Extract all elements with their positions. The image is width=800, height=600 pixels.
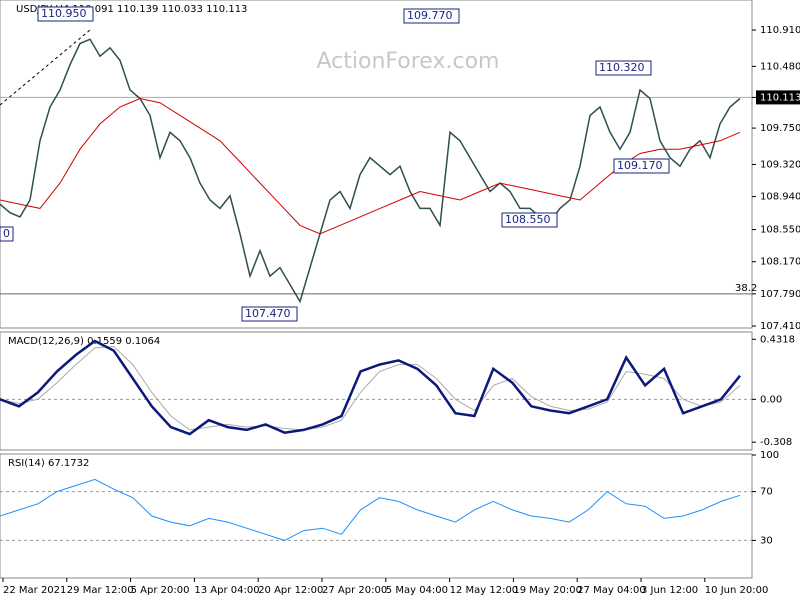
x-tick-label: 20 Apr 12:00 <box>258 585 323 596</box>
fib-label: 38.2 <box>735 283 757 294</box>
watermark: ActionForex.com <box>317 49 500 74</box>
annotation-box <box>241 306 298 322</box>
y-tick-label: 70 <box>760 487 773 498</box>
annotation-label: 0 <box>3 227 10 240</box>
annotation-box <box>501 212 558 228</box>
annotation-label: 110.950 <box>41 7 87 20</box>
x-tick-label: 27 Apr 20:00 <box>322 585 387 596</box>
y-tick-label: -0.308 <box>760 437 792 448</box>
y-tick-label: 107.410 <box>760 321 800 332</box>
annotation-box <box>403 8 460 24</box>
annotation-box <box>595 60 652 76</box>
trend-line <box>0 29 91 106</box>
x-tick-label: 5 Apr 20:00 <box>131 585 190 596</box>
macd-panel <box>0 331 753 451</box>
x-tick-label: 10 Jun 20:00 <box>705 585 769 596</box>
x-tick-label: 13 Apr 04:00 <box>194 585 259 596</box>
macd-line <box>0 339 741 436</box>
rsi-panel <box>0 453 753 579</box>
chart-header: USDJPY,H4 110.091 110.139 110.033 110.11… <box>16 4 247 15</box>
y-tick-label: 107.790 <box>760 289 800 300</box>
x-tick-label: 22 Mar 2021 <box>3 585 66 596</box>
annotation-label: 109.170 <box>617 159 663 172</box>
y-tick-label: 108.170 <box>760 257 800 268</box>
annotation-label: 107.470 <box>245 307 291 320</box>
y-tick-label: 108.940 <box>760 192 800 203</box>
price-line <box>0 38 741 304</box>
y-tick-label: 0.00 <box>760 394 782 405</box>
y-tick-label: 109.320 <box>760 159 800 170</box>
y-tick-label: 30 <box>760 535 773 546</box>
annotation-label: 108.550 <box>505 213 551 226</box>
y-tick-label: 100 <box>760 450 779 461</box>
annotation-box <box>0 226 14 242</box>
annotation-box <box>613 158 670 174</box>
macd-header: MACD(12,26,9) 0.1559 0.1064 <box>8 336 160 347</box>
annotation-label: 110.320 <box>599 61 645 74</box>
rsi-header: RSI(14) 67.1732 <box>8 458 89 469</box>
x-tick-label: 5 May 04:00 <box>386 585 448 596</box>
y-tick-label: 109.750 <box>760 123 800 134</box>
y-tick-label: 108.550 <box>760 225 800 236</box>
x-tick-label: 12 May 12:00 <box>450 585 519 596</box>
annotation-label: 109.770 <box>407 9 453 22</box>
annotation-box <box>37 6 94 22</box>
x-tick-label: 27 May 04:00 <box>577 585 646 596</box>
y-tick-label: 110.910 <box>760 25 800 36</box>
current-price-box <box>756 90 800 105</box>
rsi-line <box>0 478 741 541</box>
y-tick-label: 110.480 <box>760 61 800 72</box>
y-tick-label: 110.113 <box>760 92 800 103</box>
x-tick-label: 19 May 20:00 <box>513 585 582 596</box>
y-tick-label: 0.4318 <box>760 334 795 345</box>
x-tick-label: 29 Mar 12:00 <box>67 585 134 596</box>
macd-signal <box>0 345 741 431</box>
x-tick-label: 3 Jun 12:00 <box>641 585 698 596</box>
